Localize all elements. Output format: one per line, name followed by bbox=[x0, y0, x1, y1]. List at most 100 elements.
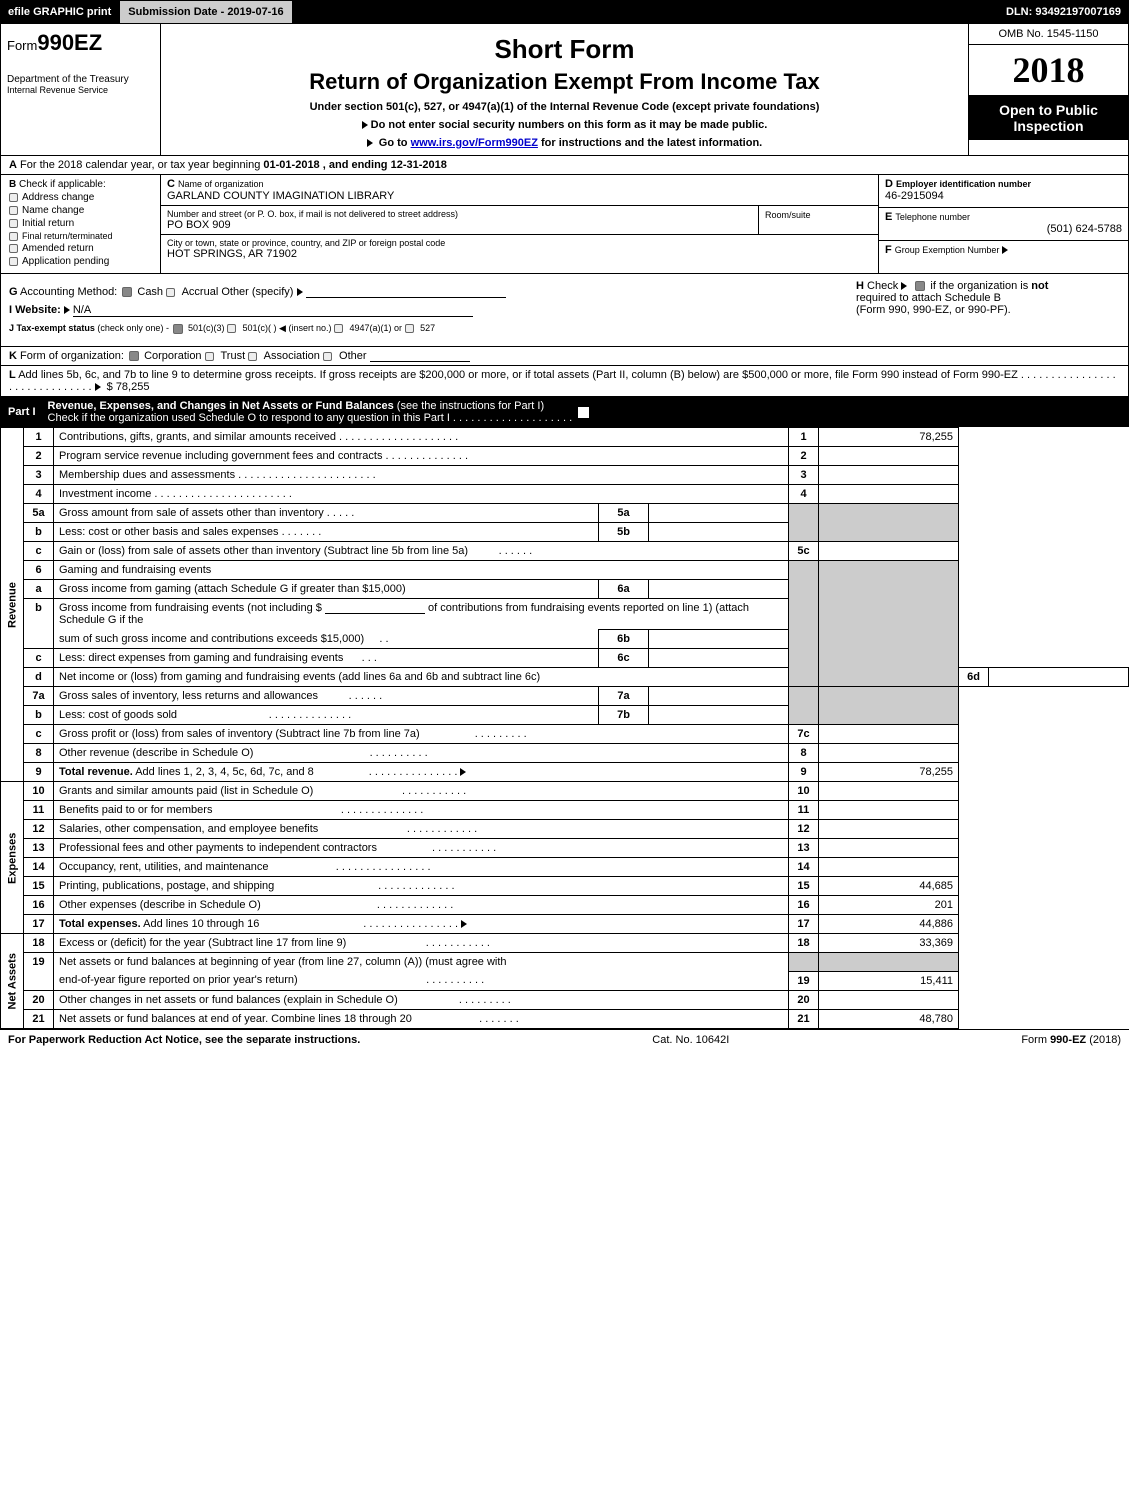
line-ref: 19 bbox=[789, 971, 819, 990]
city-value: HOT SPRINGS, AR 71902 bbox=[167, 248, 445, 260]
checkbox-icon[interactable] bbox=[205, 352, 214, 361]
part-1-header: Part I Revenue, Expenses, and Changes in… bbox=[0, 397, 1129, 427]
accounting-method-label: Accounting Method: bbox=[20, 286, 117, 298]
line-num: 10 bbox=[24, 782, 54, 801]
checkbox-icon[interactable] bbox=[166, 288, 175, 297]
table-row: Net Assets 18 Excess or (deficit) for th… bbox=[1, 934, 1129, 953]
chk-final-return[interactable]: Final return/terminated bbox=[9, 231, 152, 241]
section-a-label: A bbox=[9, 159, 17, 171]
checkbox-icon bbox=[9, 244, 18, 253]
table-row: 7a Gross sales of inventory, less return… bbox=[1, 687, 1129, 706]
checkbox-icon[interactable] bbox=[334, 324, 343, 333]
line-desc: Less: direct expenses from gaming and fu… bbox=[54, 649, 599, 668]
addr-label: Number and street (or P. O. box, if mail… bbox=[167, 209, 752, 219]
line-num: a bbox=[24, 580, 54, 599]
omb-number: OMB No. 1545-1150 bbox=[969, 24, 1128, 45]
table-row: 21 Net assets or fund balances at end of… bbox=[1, 1009, 1129, 1028]
checkbox-icon[interactable] bbox=[129, 351, 139, 361]
line-ref: 9 bbox=[789, 763, 819, 782]
part-1-checkbox[interactable]: ✔ bbox=[578, 407, 589, 418]
line-desc: Less: cost or other basis and sales expe… bbox=[54, 523, 599, 542]
checkbox-icon[interactable] bbox=[122, 287, 132, 297]
website-label: Website: bbox=[15, 304, 61, 316]
fundraising-amount-field[interactable] bbox=[325, 602, 425, 614]
line-num: 2 bbox=[24, 447, 54, 466]
line-val bbox=[819, 542, 959, 561]
line-num: d bbox=[24, 668, 54, 687]
other-specify-field[interactable] bbox=[306, 286, 506, 298]
chk-initial-return[interactable]: Initial return bbox=[9, 218, 152, 229]
chk-amended[interactable]: Amended return bbox=[9, 243, 152, 254]
section-g: G Accounting Method: Cash Accrual Other … bbox=[9, 286, 840, 298]
footer-catno: Cat. No. 10642I bbox=[652, 1034, 729, 1046]
ghij-left: G Accounting Method: Cash Accrual Other … bbox=[1, 274, 848, 346]
sub-val bbox=[649, 630, 789, 649]
line-desc: Gross profit or (loss) from sales of inv… bbox=[54, 725, 789, 744]
line-num: 18 bbox=[24, 934, 54, 953]
section-h-label: H bbox=[856, 280, 864, 292]
shaded-cell bbox=[819, 561, 959, 687]
other-org-option: Other bbox=[339, 350, 367, 362]
sub-val bbox=[649, 504, 789, 523]
goto-link[interactable]: www.irs.gov/Form990EZ bbox=[411, 137, 538, 149]
chk-app-pending[interactable]: Application pending bbox=[9, 256, 152, 267]
line-num: 7a bbox=[24, 687, 54, 706]
return-title: Return of Organization Exempt From Incom… bbox=[171, 69, 958, 95]
triangle-icon bbox=[362, 121, 368, 129]
section-f-label: F bbox=[885, 244, 892, 256]
netassets-side-label: Net Assets bbox=[1, 934, 24, 1029]
line-val: 44,886 bbox=[819, 915, 959, 934]
triangle-icon bbox=[297, 288, 303, 296]
table-row: 4 Investment income . . . . . . . . . . … bbox=[1, 485, 1129, 504]
line-ref: 16 bbox=[789, 896, 819, 915]
line-num: 5a bbox=[24, 504, 54, 523]
table-row: c Gain or (loss) from sale of assets oth… bbox=[1, 542, 1129, 561]
sub-val bbox=[649, 706, 789, 725]
assoc-option: Association bbox=[264, 350, 320, 362]
phone-value: (501) 624-5788 bbox=[885, 223, 1122, 235]
checkbox-icon[interactable] bbox=[915, 281, 925, 291]
triangle-icon bbox=[1002, 246, 1008, 254]
table-row: 16 Other expenses (describe in Schedule … bbox=[1, 896, 1129, 915]
goto-text: Go to bbox=[379, 137, 408, 149]
do-not-text: Do not enter social security numbers on … bbox=[371, 119, 768, 131]
line-val bbox=[819, 839, 959, 858]
submission-date: Submission Date - 2019-07-16 bbox=[119, 0, 292, 24]
line-num: b bbox=[24, 599, 54, 649]
checkbox-icon[interactable] bbox=[323, 352, 332, 361]
other-org-field[interactable] bbox=[370, 350, 470, 362]
h-text2: required to attach Schedule B bbox=[856, 292, 1001, 304]
sub-val bbox=[649, 523, 789, 542]
checkbox-icon bbox=[9, 219, 18, 228]
checkbox-icon[interactable] bbox=[173, 324, 183, 334]
chk-address-change[interactable]: Address change bbox=[9, 192, 152, 203]
website-value: N/A bbox=[73, 304, 473, 317]
line-desc: Net assets or fund balances at end of ye… bbox=[54, 1009, 789, 1028]
section-i: I Website: N/A bbox=[9, 304, 840, 317]
checkbox-icon[interactable] bbox=[405, 324, 414, 333]
line-val bbox=[819, 485, 959, 504]
line-ref: 4 bbox=[789, 485, 819, 504]
triangle-icon bbox=[95, 383, 101, 391]
line-num: 8 bbox=[24, 744, 54, 763]
checkbox-icon[interactable] bbox=[227, 324, 236, 333]
irs-label: Internal Revenue Service bbox=[7, 85, 154, 95]
section-d: D Employer identification number 46-2915… bbox=[879, 175, 1128, 208]
corp-option: Corporation bbox=[144, 350, 201, 362]
end-date: 12-31-2018 bbox=[391, 159, 447, 171]
checkbox-icon bbox=[9, 232, 18, 241]
line-val bbox=[819, 858, 959, 877]
chk-name-change[interactable]: Name change bbox=[9, 205, 152, 216]
line-desc: Gaming and fundraising events bbox=[54, 561, 789, 580]
table-row: Revenue 1 Contributions, gifts, grants, … bbox=[1, 428, 1129, 447]
shaded-cell bbox=[819, 687, 959, 725]
checkbox-icon bbox=[9, 206, 18, 215]
begin-date: 01-01-2018 bbox=[263, 159, 319, 171]
addr-value: PO BOX 909 bbox=[167, 219, 752, 231]
checkbox-icon[interactable] bbox=[248, 352, 257, 361]
section-e-label: E bbox=[885, 211, 892, 223]
line-desc: end-of-year figure reported on prior yea… bbox=[54, 971, 789, 990]
triangle-icon bbox=[367, 139, 373, 147]
section-k-label: K bbox=[9, 350, 17, 362]
page-footer: For Paperwork Reduction Act Notice, see … bbox=[0, 1029, 1129, 1050]
